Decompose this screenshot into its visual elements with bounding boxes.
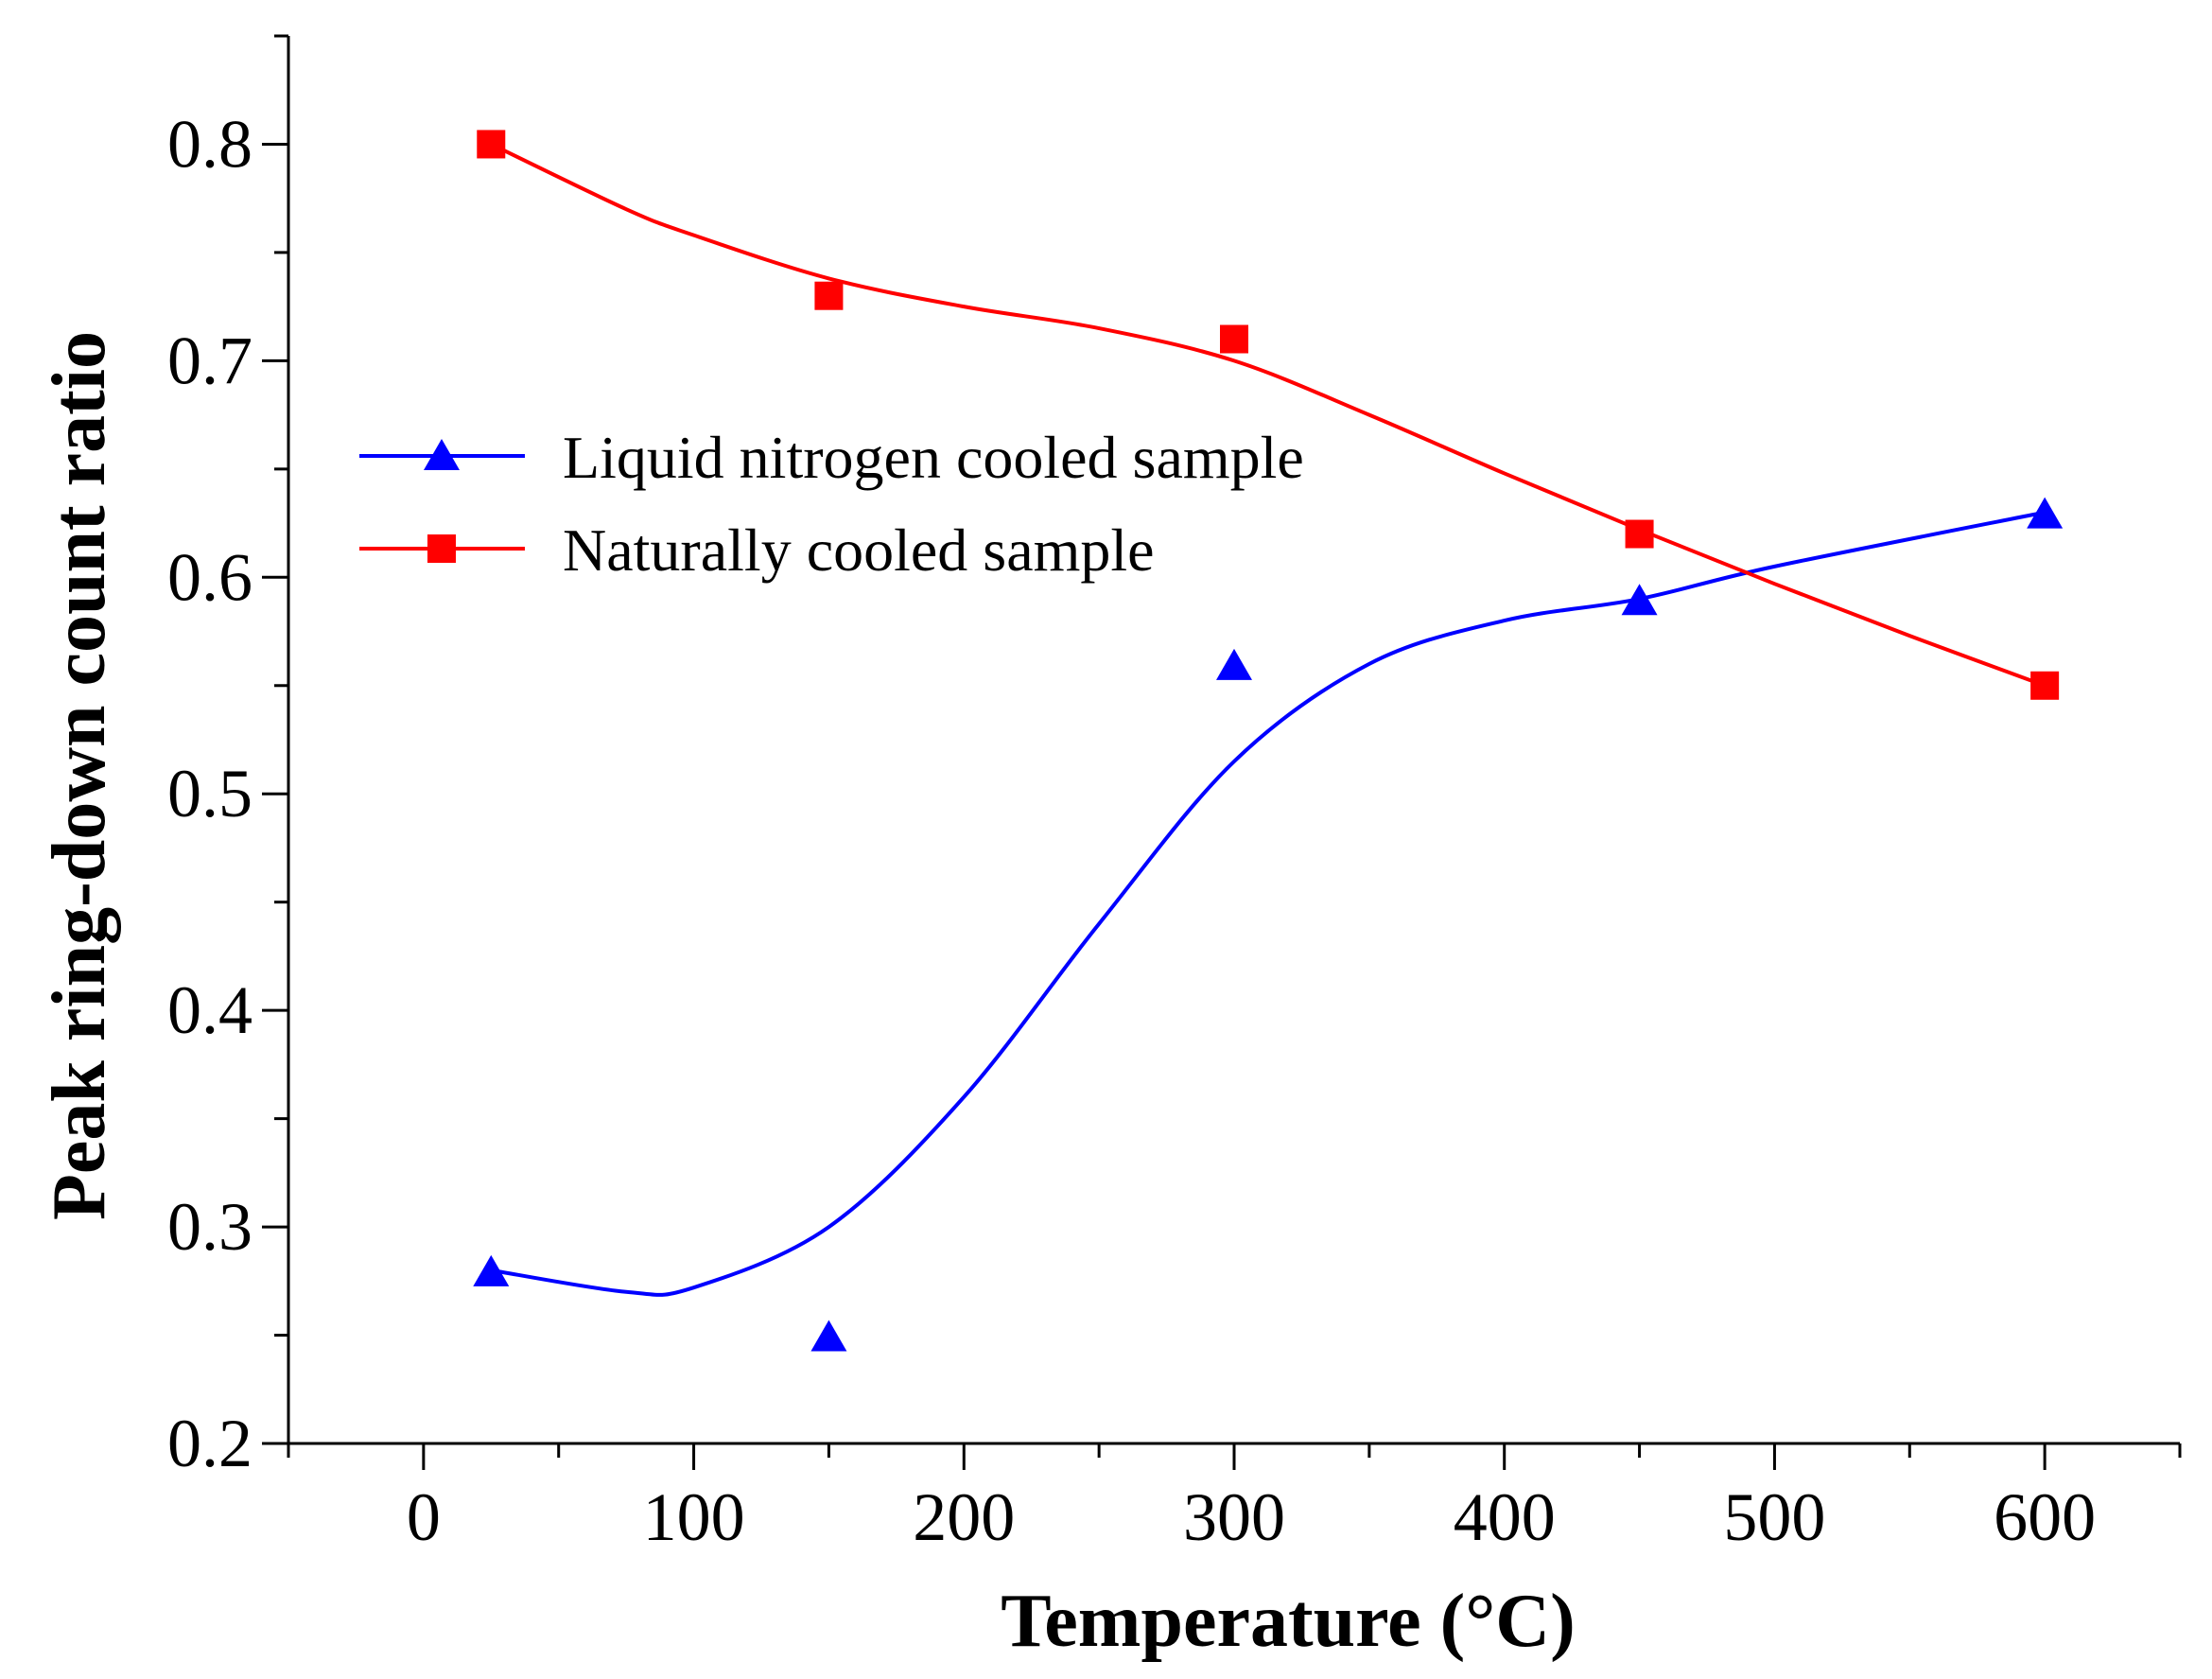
- x-tick-label: 400: [1454, 1479, 1556, 1555]
- data-point-naturally-cooled: [814, 281, 844, 310]
- y-tick-label: 0.7: [167, 323, 253, 398]
- x-tick-label: 500: [1723, 1479, 1825, 1555]
- data-point-liquid-nitrogen: [1621, 584, 1658, 616]
- data-point-naturally-cooled: [1220, 324, 1248, 354]
- legend-marker-triangle: [424, 439, 460, 470]
- data-point-liquid-nitrogen: [473, 1254, 510, 1286]
- legend: Liquid nitrogen cooled sample Naturally …: [359, 424, 1304, 584]
- legend-item-liquid-nitrogen: Liquid nitrogen cooled sample: [359, 424, 1304, 491]
- data-point-naturally-cooled: [2030, 671, 2060, 700]
- x-axis-title: Temperature (°C): [1001, 1580, 1575, 1663]
- data-point-naturally-cooled: [1625, 519, 1654, 549]
- legend-item-naturally-cooled: Naturally cooled sample: [359, 516, 1155, 584]
- curves: [490, 142, 2046, 1297]
- data-point-liquid-nitrogen: [2027, 497, 2064, 529]
- data-point-liquid-nitrogen: [810, 1320, 847, 1352]
- x-tick-label: 0: [407, 1479, 441, 1555]
- y-tick-label: 0.2: [167, 1406, 253, 1481]
- x-tick-label: 100: [643, 1479, 745, 1555]
- x-tick-label: 200: [913, 1479, 1015, 1555]
- tick-labels: 0 100 200 300 400 500 600 0.2 0.3 0.4 0.5 0.6 0.7 0.8: [167, 106, 2096, 1555]
- y-tick-label: 0.6: [167, 539, 253, 615]
- curve-liquid-nitrogen: [490, 510, 2046, 1297]
- legend-marker-square: [427, 534, 456, 563]
- data-point-naturally-cooled: [477, 130, 506, 159]
- x-tick-label: 600: [1994, 1479, 2096, 1555]
- y-tick-label: 0.3: [167, 1189, 253, 1265]
- plot-frame: [287, 36, 2180, 1445]
- y-tick-label: 0.5: [167, 756, 253, 831]
- y-tick-label: 0.8: [167, 106, 253, 182]
- y-tick-label: 0.4: [167, 972, 253, 1048]
- x-tick-label: 300: [1183, 1479, 1285, 1555]
- markers: [473, 130, 2064, 1352]
- legend-label-liquid-nitrogen: Liquid nitrogen cooled sample: [563, 424, 1304, 491]
- data-point-liquid-nitrogen: [1216, 648, 1252, 680]
- y-axis-title: Peak ring-down count ratio: [38, 331, 121, 1220]
- ticks: [262, 34, 2182, 1470]
- legend-label-naturally-cooled: Naturally cooled sample: [563, 516, 1155, 584]
- curve-naturally-cooled: [490, 142, 2046, 688]
